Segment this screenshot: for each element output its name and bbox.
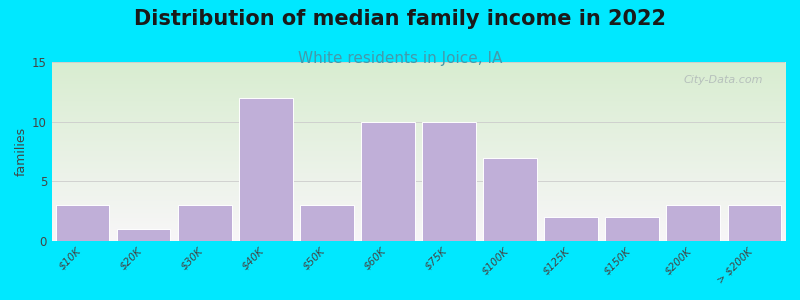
Text: White residents in Joice, IA: White residents in Joice, IA	[298, 51, 502, 66]
Y-axis label: families: families	[15, 127, 28, 176]
Bar	[239, 98, 293, 241]
Bar	[55, 205, 110, 241]
Bar	[300, 205, 354, 241]
Text: City-Data.com: City-Data.com	[683, 74, 763, 85]
Bar	[361, 122, 414, 241]
Bar	[606, 217, 659, 241]
Bar	[178, 205, 231, 241]
Bar	[483, 158, 537, 241]
Bar	[117, 229, 170, 241]
Bar	[422, 122, 476, 241]
Text: Distribution of median family income in 2022: Distribution of median family income in …	[134, 9, 666, 29]
Bar	[727, 205, 782, 241]
Bar	[544, 217, 598, 241]
Bar	[666, 205, 720, 241]
